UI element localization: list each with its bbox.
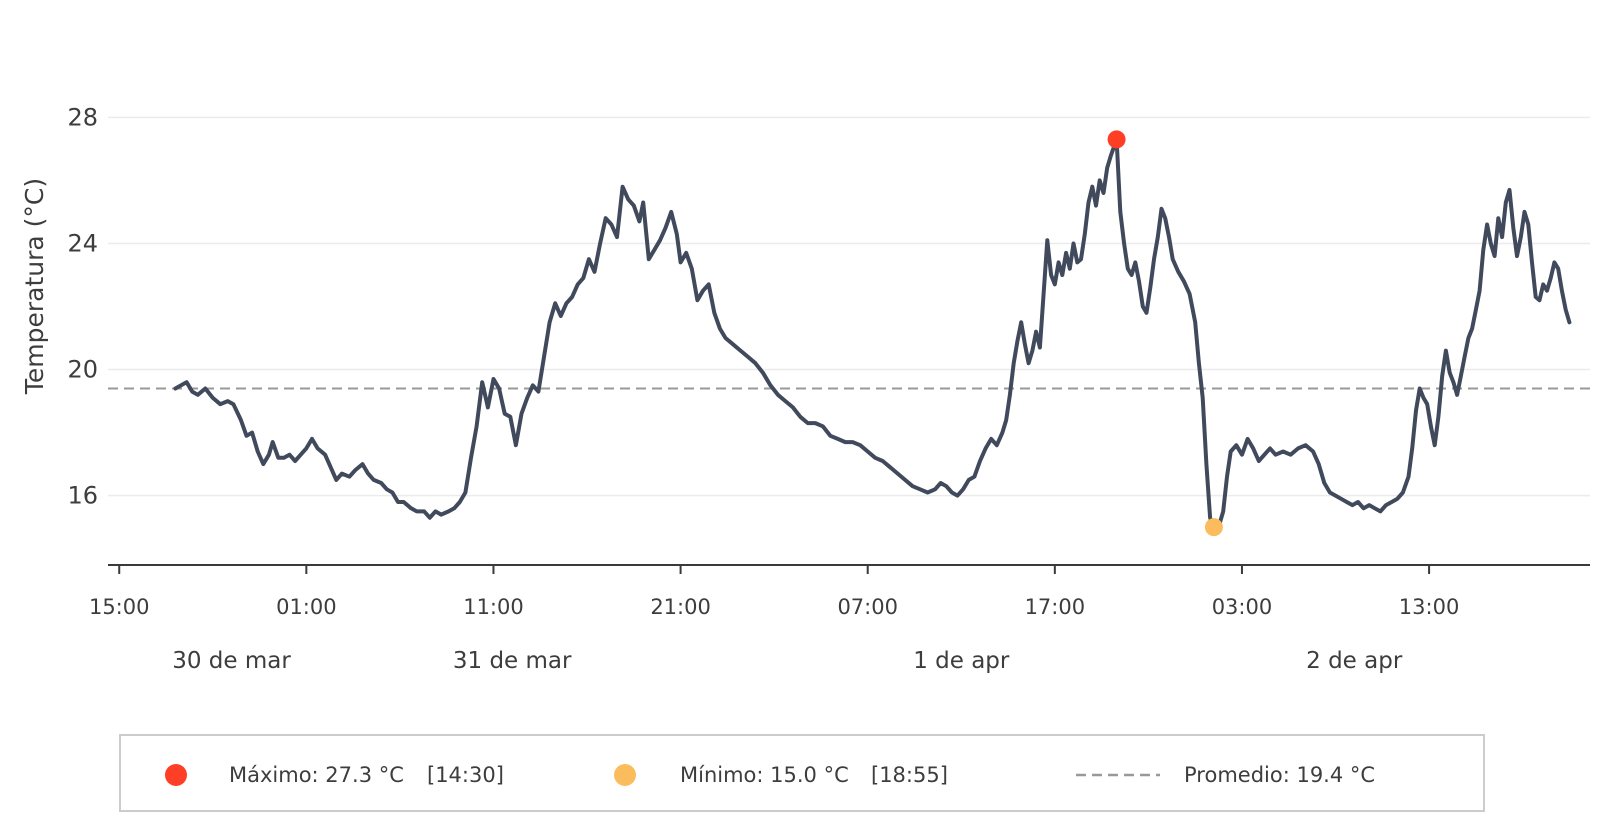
x-tick-label: 17:00 xyxy=(1025,595,1086,619)
y-tick-labels: 16 20 24 28 xyxy=(67,103,98,509)
x-tick-label: 01:00 xyxy=(276,595,337,619)
grid-lines xyxy=(108,116,1590,497)
min-point-marker xyxy=(1204,518,1223,537)
date-label: 30 de mar xyxy=(172,648,291,674)
legend-max-label: Máximo: 27.3 °C xyxy=(229,763,404,787)
temperature-series-line xyxy=(173,137,1572,530)
legend-min-label: Mínimo: 15.0 °C xyxy=(680,763,849,787)
legend: Máximo: 27.3 °C [14:30] Mínimo: 15.0 °C … xyxy=(119,734,1485,812)
x-tick-label: 03:00 xyxy=(1212,595,1273,619)
y-tick-label: 20 xyxy=(67,356,98,384)
x-tick-label: 11:00 xyxy=(463,595,524,619)
legend-min-marker xyxy=(614,764,636,786)
x-tick-label: 15:00 xyxy=(89,595,150,619)
legend-max-time: [14:30] xyxy=(427,763,504,787)
x-tick-label: 21:00 xyxy=(650,595,711,619)
date-label: 1 de apr xyxy=(913,648,1010,674)
y-tick-label: 24 xyxy=(67,229,98,257)
x-tick-label: 13:00 xyxy=(1399,595,1460,619)
date-labels: 30 de mar 31 de mar 1 de apr 2 de apr xyxy=(172,648,1403,674)
y-axis-label: Temperatura (°C) xyxy=(20,178,49,395)
date-label: 2 de apr xyxy=(1306,648,1403,674)
legend-min-time: [18:55] xyxy=(871,763,948,787)
legend-box xyxy=(119,734,1485,812)
date-label: 31 de mar xyxy=(453,648,572,674)
legend-average-label: Promedio: 19.4 °C xyxy=(1184,763,1375,787)
y-tick-label: 16 xyxy=(67,482,98,510)
x-tick-labels: 15:00 01:00 11:00 21:00 07:00 17:00 03:00 13:00 xyxy=(89,565,1459,619)
max-point-marker xyxy=(1107,130,1126,149)
legend-max-marker xyxy=(165,764,187,786)
y-tick-label: 28 xyxy=(67,103,98,131)
x-tick-label: 07:00 xyxy=(837,595,898,619)
